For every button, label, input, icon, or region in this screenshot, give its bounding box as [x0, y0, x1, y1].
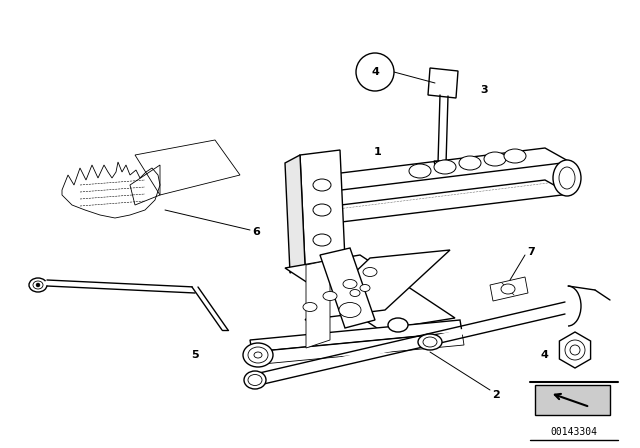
Ellipse shape: [350, 289, 360, 297]
Ellipse shape: [313, 179, 331, 191]
Polygon shape: [285, 255, 455, 330]
Ellipse shape: [409, 164, 431, 178]
Ellipse shape: [243, 343, 273, 367]
Ellipse shape: [501, 284, 515, 294]
Text: 2: 2: [492, 390, 500, 400]
Text: 3: 3: [480, 85, 488, 95]
Ellipse shape: [360, 284, 370, 292]
Ellipse shape: [323, 292, 337, 301]
Polygon shape: [250, 320, 462, 352]
Ellipse shape: [434, 160, 456, 174]
Text: 5: 5: [191, 350, 199, 360]
Polygon shape: [305, 250, 450, 320]
Ellipse shape: [504, 149, 526, 163]
Text: 1: 1: [374, 147, 382, 157]
Ellipse shape: [553, 160, 581, 196]
Text: 4: 4: [371, 67, 379, 77]
Polygon shape: [300, 150, 345, 265]
Polygon shape: [490, 277, 528, 301]
Ellipse shape: [303, 302, 317, 311]
Polygon shape: [535, 385, 610, 415]
Ellipse shape: [313, 234, 331, 246]
Ellipse shape: [343, 280, 357, 289]
Text: 4: 4: [540, 350, 548, 360]
Text: 6: 6: [252, 227, 260, 237]
Text: 7: 7: [527, 247, 535, 257]
Polygon shape: [285, 155, 305, 273]
Ellipse shape: [339, 302, 361, 318]
Ellipse shape: [313, 204, 331, 216]
Ellipse shape: [244, 371, 266, 389]
Polygon shape: [306, 260, 330, 348]
Ellipse shape: [418, 334, 442, 350]
Ellipse shape: [388, 318, 408, 332]
Polygon shape: [320, 248, 375, 328]
Ellipse shape: [484, 152, 506, 166]
Ellipse shape: [363, 267, 377, 276]
Ellipse shape: [36, 283, 40, 287]
Ellipse shape: [459, 156, 481, 170]
Circle shape: [356, 53, 394, 91]
Text: 00143304: 00143304: [550, 427, 598, 437]
Polygon shape: [559, 332, 591, 368]
